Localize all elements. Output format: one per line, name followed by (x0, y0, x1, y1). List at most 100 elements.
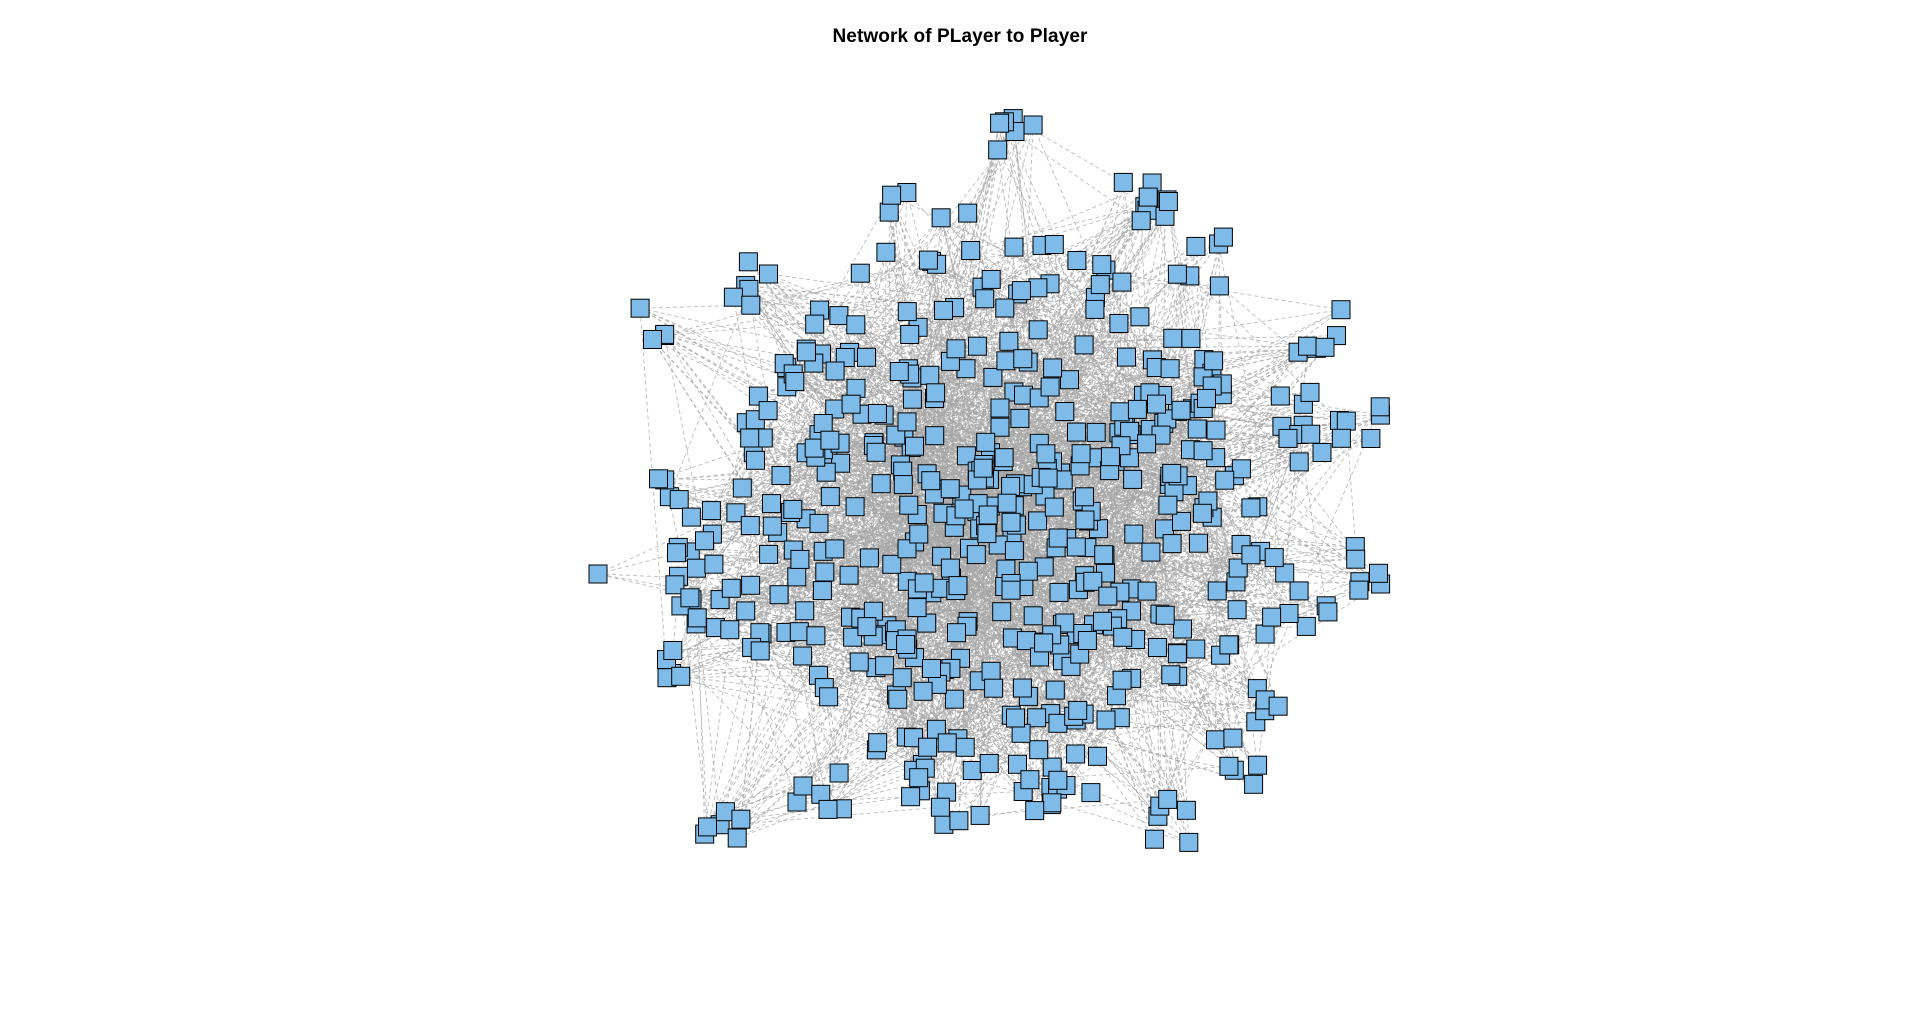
network-edge (704, 540, 970, 549)
network-edge (964, 453, 1047, 748)
network-node (815, 562, 835, 582)
network-edge (680, 675, 1058, 724)
network-edge (883, 367, 1053, 416)
network-edge (664, 479, 888, 627)
network-edge (704, 452, 754, 835)
network-edge (666, 657, 915, 679)
network-edge (729, 425, 1125, 631)
network-node (1162, 534, 1182, 554)
network-edge (704, 540, 948, 744)
network-edge (762, 437, 977, 555)
network-node (871, 474, 891, 494)
network-edge (824, 571, 966, 748)
network-edge (1097, 392, 1151, 757)
network-node (820, 487, 840, 507)
network-node (1109, 314, 1129, 333)
network-node (988, 140, 1008, 160)
network-node (1231, 459, 1251, 479)
network-edge (799, 622, 1065, 633)
network-node (1331, 300, 1351, 320)
network-node (671, 666, 691, 686)
network-edge (918, 323, 1119, 328)
network-node (947, 623, 966, 643)
network-edge (1001, 546, 1356, 613)
network-edge (805, 348, 1079, 711)
network-node (990, 113, 1010, 133)
network-node (738, 252, 758, 272)
network-edge (814, 212, 968, 325)
network-node (1013, 349, 1033, 369)
network-edge (894, 631, 945, 825)
network-edge (749, 437, 763, 635)
network-node (1349, 580, 1369, 600)
network-node (704, 554, 724, 574)
network-edge (1020, 408, 1204, 734)
network-edge (830, 496, 1307, 627)
network-edge (1176, 543, 1199, 654)
network-node (1161, 665, 1181, 685)
network-node (1192, 503, 1212, 523)
network-edge (680, 605, 877, 751)
network-node (1331, 428, 1351, 448)
network-node (966, 545, 986, 565)
network-edge (762, 437, 1107, 721)
network-node (748, 386, 768, 406)
network-edge (1180, 410, 1230, 767)
network-node (769, 585, 789, 605)
network-node (787, 792, 807, 812)
network-edge (802, 484, 904, 787)
network-node (1279, 604, 1299, 623)
network-node (859, 548, 879, 568)
network-node (946, 339, 966, 359)
network-node (1173, 619, 1192, 639)
network-edge (934, 411, 1121, 495)
network-node (1268, 696, 1288, 716)
network-edge (914, 541, 1002, 613)
network-node (1369, 563, 1388, 583)
network-node (1312, 443, 1332, 462)
network-edge (966, 368, 1171, 457)
network-edge (926, 623, 941, 808)
network-edge (858, 464, 901, 663)
network-node (1289, 581, 1309, 601)
network-edge (1102, 620, 1266, 635)
network-edge (680, 605, 879, 636)
network-node (875, 656, 895, 676)
network-edge (1298, 434, 1327, 606)
network-node (806, 626, 826, 646)
network-node (829, 763, 849, 783)
network-node (698, 817, 717, 837)
network-node (829, 306, 849, 326)
network-edge (834, 124, 1034, 372)
network-node (1241, 545, 1261, 565)
network-node (1096, 710, 1116, 730)
network-node (818, 799, 838, 819)
network-edge (759, 588, 1132, 634)
network-edge (664, 309, 820, 336)
network-node (857, 347, 876, 367)
network-node (785, 372, 805, 391)
network-node (588, 564, 608, 584)
network-node (787, 567, 807, 587)
network-node (1001, 580, 1021, 600)
network-edge (1076, 260, 1213, 518)
network-edge (988, 428, 1198, 764)
network-edge (1057, 395, 1281, 724)
network-edge (840, 462, 1064, 481)
network-edge (877, 391, 1014, 414)
network-node (805, 314, 825, 334)
network-edge (950, 567, 1379, 574)
network-node (649, 469, 668, 489)
network-edge (897, 698, 959, 740)
network-node (876, 242, 896, 262)
network-edge (1167, 475, 1235, 506)
network-edge (1131, 475, 1179, 590)
network-node (1270, 386, 1290, 406)
network-edge (1077, 376, 1204, 711)
network-node (975, 289, 995, 309)
network-node (1083, 571, 1103, 591)
network-node (1197, 388, 1216, 408)
network-node (720, 620, 740, 640)
network-edge (1122, 182, 1169, 506)
